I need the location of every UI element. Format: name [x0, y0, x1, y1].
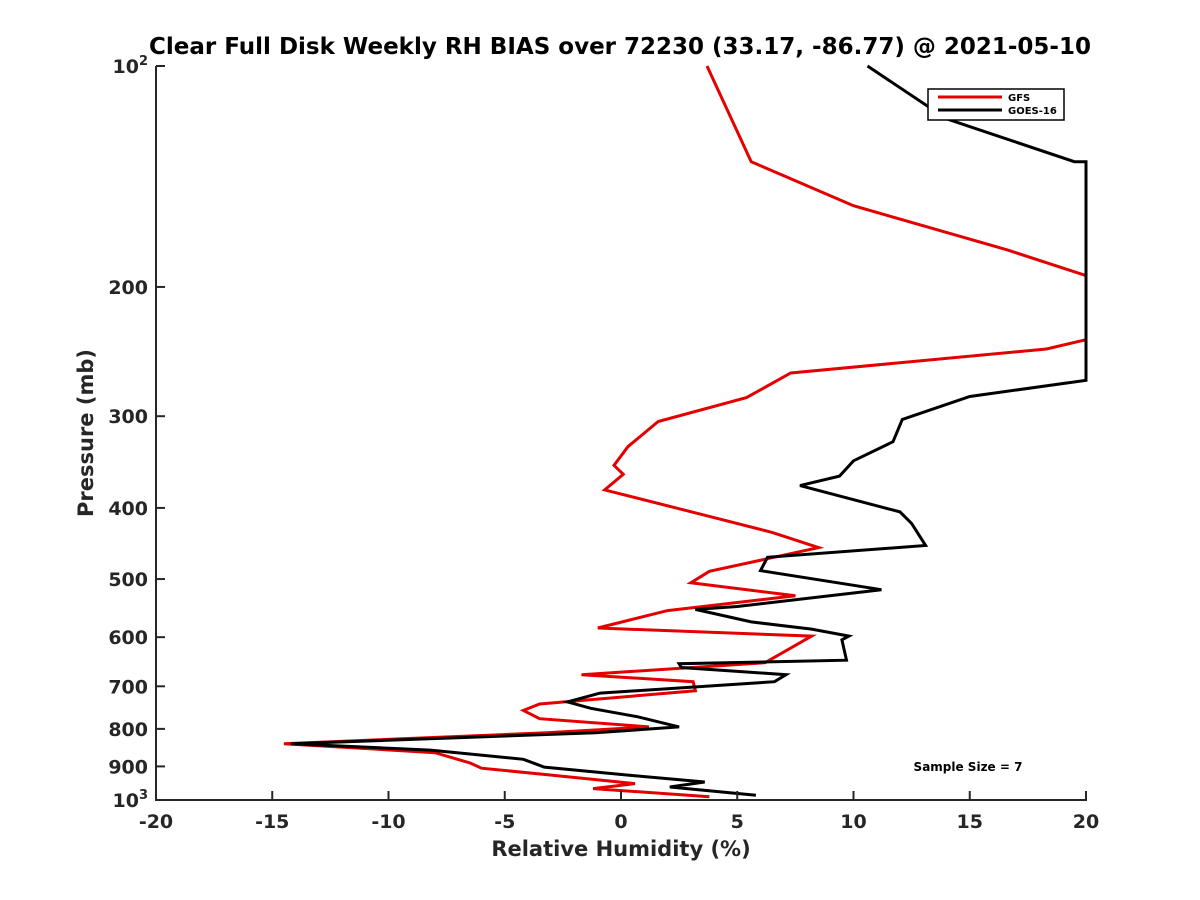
y-tick-label: 200 — [108, 277, 148, 299]
sample-size-annotation: Sample Size = 7 — [914, 760, 1023, 774]
x-tick-label: -15 — [255, 811, 289, 833]
y-tick-label: 800 — [108, 719, 148, 741]
legend: GFS GOES-16 — [927, 88, 1065, 121]
y-tick-label: 600 — [108, 627, 148, 649]
x-axis-label: Relative Humidity (%) — [491, 837, 750, 861]
x-axis-ticks: -20 -15 -10 -5 0 5 10 15 20 — [139, 791, 1099, 833]
y-axis-ticks: 102 200 300 400 500 600 700 800 900 103 — [108, 54, 165, 812]
legend-box — [927, 88, 1065, 121]
series-line-goes16 — [290, 64, 1088, 797]
y-tick-label: 103 — [113, 788, 149, 812]
x-tick-label: 10 — [840, 811, 866, 833]
plot-area: -20 -15 -10 -5 0 5 10 15 20 102 200 300 400 500 600 70… — [108, 54, 1099, 833]
legend-label-gfs: GFS — [1008, 93, 1030, 104]
chart-title: Clear Full Disk Weekly RH BIAS over 7223… — [149, 34, 1091, 60]
x-tick-label: -20 — [139, 811, 173, 833]
x-tick-label: -10 — [371, 811, 405, 833]
y-tick-label: 102 — [113, 54, 149, 78]
legend-label-goes16: GOES-16 — [1008, 106, 1057, 117]
x-tick-label: 20 — [1073, 811, 1099, 833]
x-tick-label: 15 — [957, 811, 983, 833]
series-layer — [283, 64, 1088, 799]
y-tick-label: 300 — [108, 406, 148, 428]
x-tick-label: -5 — [494, 811, 515, 833]
x-tick-label: 5 — [731, 811, 744, 833]
y-tick-label: 500 — [108, 569, 148, 591]
y-axis-label: Pressure (mb) — [74, 349, 98, 517]
y-tick-label: 700 — [108, 676, 148, 698]
y-tick-label: 900 — [108, 756, 148, 778]
x-tick-label: 0 — [614, 811, 627, 833]
y-tick-label: 400 — [108, 498, 148, 520]
